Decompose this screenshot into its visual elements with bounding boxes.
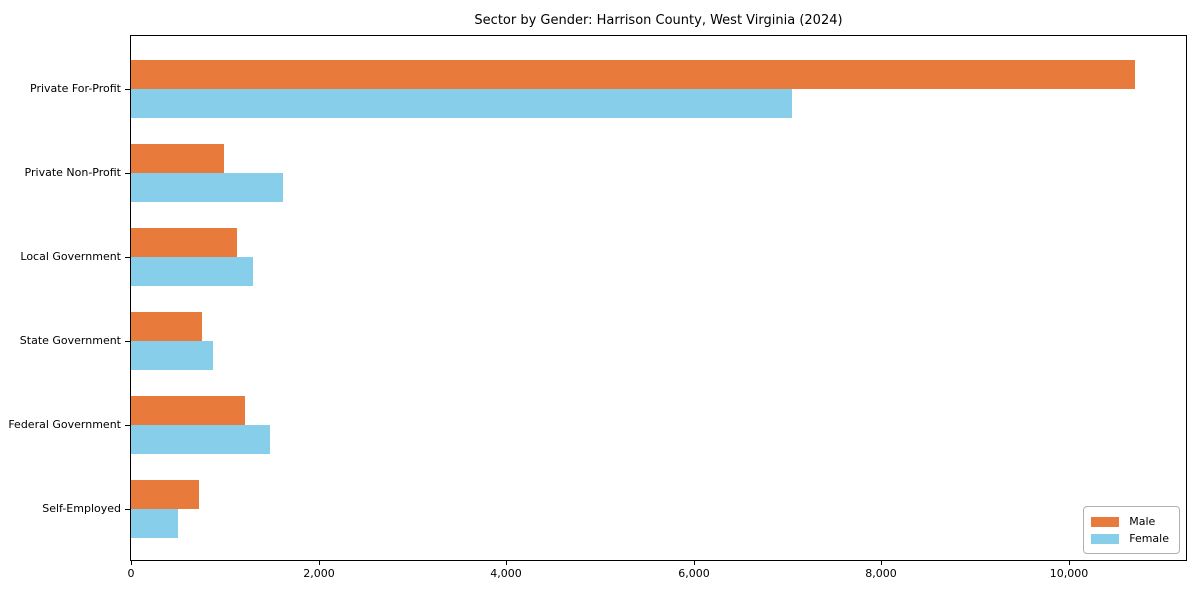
legend-label-male: Male: [1129, 515, 1156, 528]
ytick-mark-self-employed: [125, 509, 130, 510]
chart-title: Sector by Gender: Harrison County, West …: [474, 13, 843, 28]
xtick-label-8000: 8,000: [865, 567, 897, 580]
xtick-label-10000: 10,000: [1049, 567, 1089, 580]
xtick-mark-4000: [506, 560, 507, 565]
plot-area: Male Female: [130, 35, 1187, 561]
ytick-mark-local-government: [125, 257, 130, 258]
xtick-label-2000: 2,000: [303, 567, 335, 580]
bar-female-self-employed: [131, 509, 178, 538]
ytick-mark-private-for-profit: [125, 89, 130, 90]
male-color-swatch: [1091, 516, 1120, 527]
bar-male-private-for-profit: [131, 60, 1136, 89]
bar-male-state-government: [131, 312, 203, 341]
xtick-mark-2000: [319, 560, 320, 565]
legend: Male Female: [1083, 506, 1180, 554]
ytick-label-state-government: State Government: [19, 334, 121, 347]
bar-female-state-government: [131, 341, 214, 370]
ytick-mark-private-non-profit: [125, 173, 130, 174]
ytick-mark-state-government: [125, 341, 130, 342]
xtick-mark-10000: [1069, 560, 1070, 565]
ytick-mark-federal-government: [125, 425, 130, 426]
bar-female-private-non-profit: [131, 173, 284, 202]
xtick-label-4000: 4,000: [490, 567, 522, 580]
bar-male-local-government: [131, 228, 238, 257]
legend-item-female: Female: [1091, 530, 1169, 547]
bar-female-local-government: [131, 257, 253, 286]
xtick-label-6000: 6,000: [678, 567, 710, 580]
ytick-label-federal-government: Federal Government: [8, 418, 121, 431]
xtick-label-0: 0: [127, 567, 135, 580]
ytick-label-self-employed: Self-Employed: [42, 502, 121, 515]
xtick-mark-0: [131, 560, 132, 565]
legend-item-male: Male: [1091, 513, 1169, 530]
bar-male-federal-government: [131, 396, 246, 425]
ytick-label-local-government: Local Government: [20, 250, 121, 263]
legend-label-female: Female: [1129, 532, 1169, 545]
ytick-label-private-non-profit: Private Non-Profit: [24, 166, 121, 179]
bar-male-private-non-profit: [131, 144, 224, 173]
bar-female-federal-government: [131, 425, 270, 454]
bar-male-self-employed: [131, 480, 199, 509]
xtick-mark-6000: [694, 560, 695, 565]
xtick-mark-8000: [881, 560, 882, 565]
ytick-label-private-for-profit: Private For-Profit: [30, 82, 121, 95]
bar-female-private-for-profit: [131, 89, 793, 118]
female-color-swatch: [1091, 533, 1120, 544]
